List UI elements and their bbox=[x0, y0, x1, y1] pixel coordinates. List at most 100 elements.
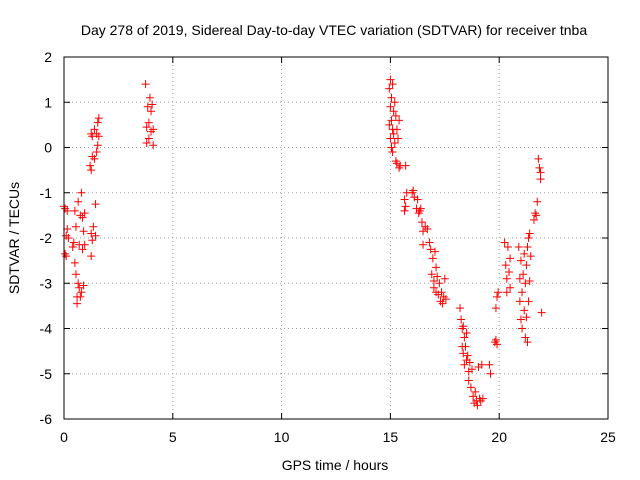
data-point bbox=[440, 274, 449, 283]
data-point bbox=[462, 329, 471, 338]
data-point bbox=[515, 274, 524, 283]
data-point bbox=[427, 270, 436, 279]
data-point bbox=[477, 360, 486, 369]
data-point bbox=[142, 123, 151, 132]
data-point bbox=[501, 261, 510, 270]
data-point bbox=[526, 252, 535, 261]
data-point bbox=[63, 224, 72, 233]
y-tick-label: -1 bbox=[40, 185, 53, 201]
data-point bbox=[491, 335, 500, 344]
data-point bbox=[520, 306, 529, 315]
data-point bbox=[438, 299, 447, 308]
data-point bbox=[144, 118, 153, 127]
data-point bbox=[494, 288, 503, 297]
data-point bbox=[91, 200, 100, 209]
data-point bbox=[90, 154, 99, 163]
data-point bbox=[145, 93, 154, 102]
data-point bbox=[533, 197, 542, 206]
data-point bbox=[142, 138, 151, 147]
data-point bbox=[76, 292, 85, 301]
data-point bbox=[141, 80, 150, 89]
data-point bbox=[416, 204, 425, 213]
grid-lines bbox=[64, 57, 608, 419]
data-point bbox=[78, 245, 87, 254]
data-point bbox=[392, 125, 401, 134]
data-point bbox=[537, 308, 546, 317]
data-point bbox=[390, 98, 399, 107]
data-point bbox=[387, 116, 396, 125]
data-point bbox=[386, 75, 395, 84]
y-tick-label: -2 bbox=[40, 230, 53, 246]
data-point bbox=[435, 279, 444, 288]
data-point bbox=[386, 102, 395, 111]
data-point bbox=[91, 231, 100, 240]
data-point bbox=[400, 195, 409, 204]
y-tick-label: -6 bbox=[40, 411, 53, 427]
data-point bbox=[86, 161, 95, 170]
data-point bbox=[143, 102, 152, 111]
data-point bbox=[524, 234, 533, 242]
data-point bbox=[78, 213, 87, 222]
data-point bbox=[465, 358, 474, 367]
x-tick-label: 5 bbox=[169, 429, 177, 445]
data-point bbox=[433, 272, 442, 281]
data-point bbox=[524, 297, 533, 306]
y-axis-label: SDTVAR / TECUs bbox=[6, 182, 22, 294]
data-point bbox=[522, 313, 531, 322]
axis-ticks: 0 5 10 15 20 25 -6 -5 -4 -3 -2 -1 0 1 2 bbox=[40, 49, 616, 445]
data-point bbox=[466, 383, 475, 392]
data-point bbox=[77, 188, 86, 197]
data-point bbox=[506, 254, 515, 263]
data-point bbox=[500, 238, 509, 247]
data-point bbox=[388, 80, 397, 89]
data-point bbox=[478, 394, 487, 403]
y-tick-label: -5 bbox=[40, 366, 53, 382]
y-tick-label: -3 bbox=[40, 275, 53, 291]
data-point bbox=[388, 148, 397, 157]
data-point bbox=[425, 238, 434, 247]
data-point bbox=[389, 107, 398, 116]
data-point bbox=[87, 166, 96, 175]
data-point bbox=[148, 100, 157, 109]
data-point bbox=[441, 295, 450, 304]
data-point bbox=[516, 256, 525, 265]
data-point bbox=[525, 276, 534, 285]
data-point bbox=[73, 299, 82, 308]
data-point bbox=[75, 283, 84, 292]
data-point bbox=[493, 292, 502, 301]
data-point bbox=[515, 297, 524, 306]
data-point bbox=[525, 229, 534, 238]
data-points bbox=[60, 75, 546, 410]
data-point bbox=[429, 283, 438, 292]
data-point bbox=[90, 125, 99, 134]
y-tick-label: 0 bbox=[44, 140, 52, 156]
data-point bbox=[87, 229, 96, 238]
chart-title: Day 278 of 2019, Sidereal Day-to-day VTE… bbox=[81, 22, 588, 38]
x-axis-label: GPS time / hours bbox=[282, 457, 389, 473]
data-point bbox=[534, 154, 543, 163]
data-point bbox=[485, 360, 494, 369]
data-point bbox=[71, 270, 80, 279]
data-point bbox=[92, 148, 101, 157]
y-tick-label: 2 bbox=[44, 49, 52, 65]
data-point bbox=[419, 227, 428, 236]
data-point bbox=[473, 401, 482, 410]
data-point bbox=[71, 222, 80, 231]
data-point bbox=[429, 276, 438, 285]
data-point bbox=[387, 93, 396, 102]
plot-frame bbox=[63, 56, 609, 420]
data-point bbox=[471, 387, 480, 396]
data-point bbox=[468, 365, 476, 374]
data-point bbox=[459, 322, 468, 331]
data-point bbox=[88, 236, 97, 245]
x-tick-label: 10 bbox=[274, 429, 290, 445]
data-point bbox=[518, 324, 527, 333]
data-point bbox=[70, 206, 79, 215]
data-point bbox=[79, 227, 88, 236]
data-point bbox=[149, 125, 158, 134]
data-point bbox=[144, 134, 153, 143]
data-point bbox=[74, 197, 83, 206]
data-point bbox=[516, 315, 525, 324]
data-point bbox=[385, 120, 394, 129]
